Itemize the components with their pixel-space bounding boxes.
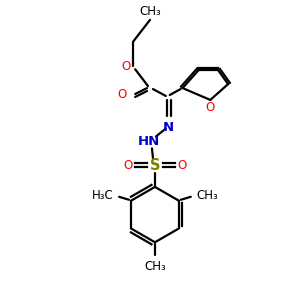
Text: N: N	[163, 121, 174, 134]
Text: O: O	[121, 60, 130, 73]
Text: O: O	[117, 88, 126, 101]
Text: O: O	[177, 159, 186, 172]
Text: HN: HN	[138, 135, 160, 148]
Text: O: O	[206, 101, 215, 114]
Text: CH₃: CH₃	[197, 189, 218, 202]
Text: S: S	[150, 158, 160, 173]
Text: CH₃: CH₃	[144, 260, 166, 273]
Text: O: O	[124, 159, 133, 172]
Text: CH₃: CH₃	[139, 5, 161, 18]
Text: H₃C: H₃C	[92, 189, 113, 202]
